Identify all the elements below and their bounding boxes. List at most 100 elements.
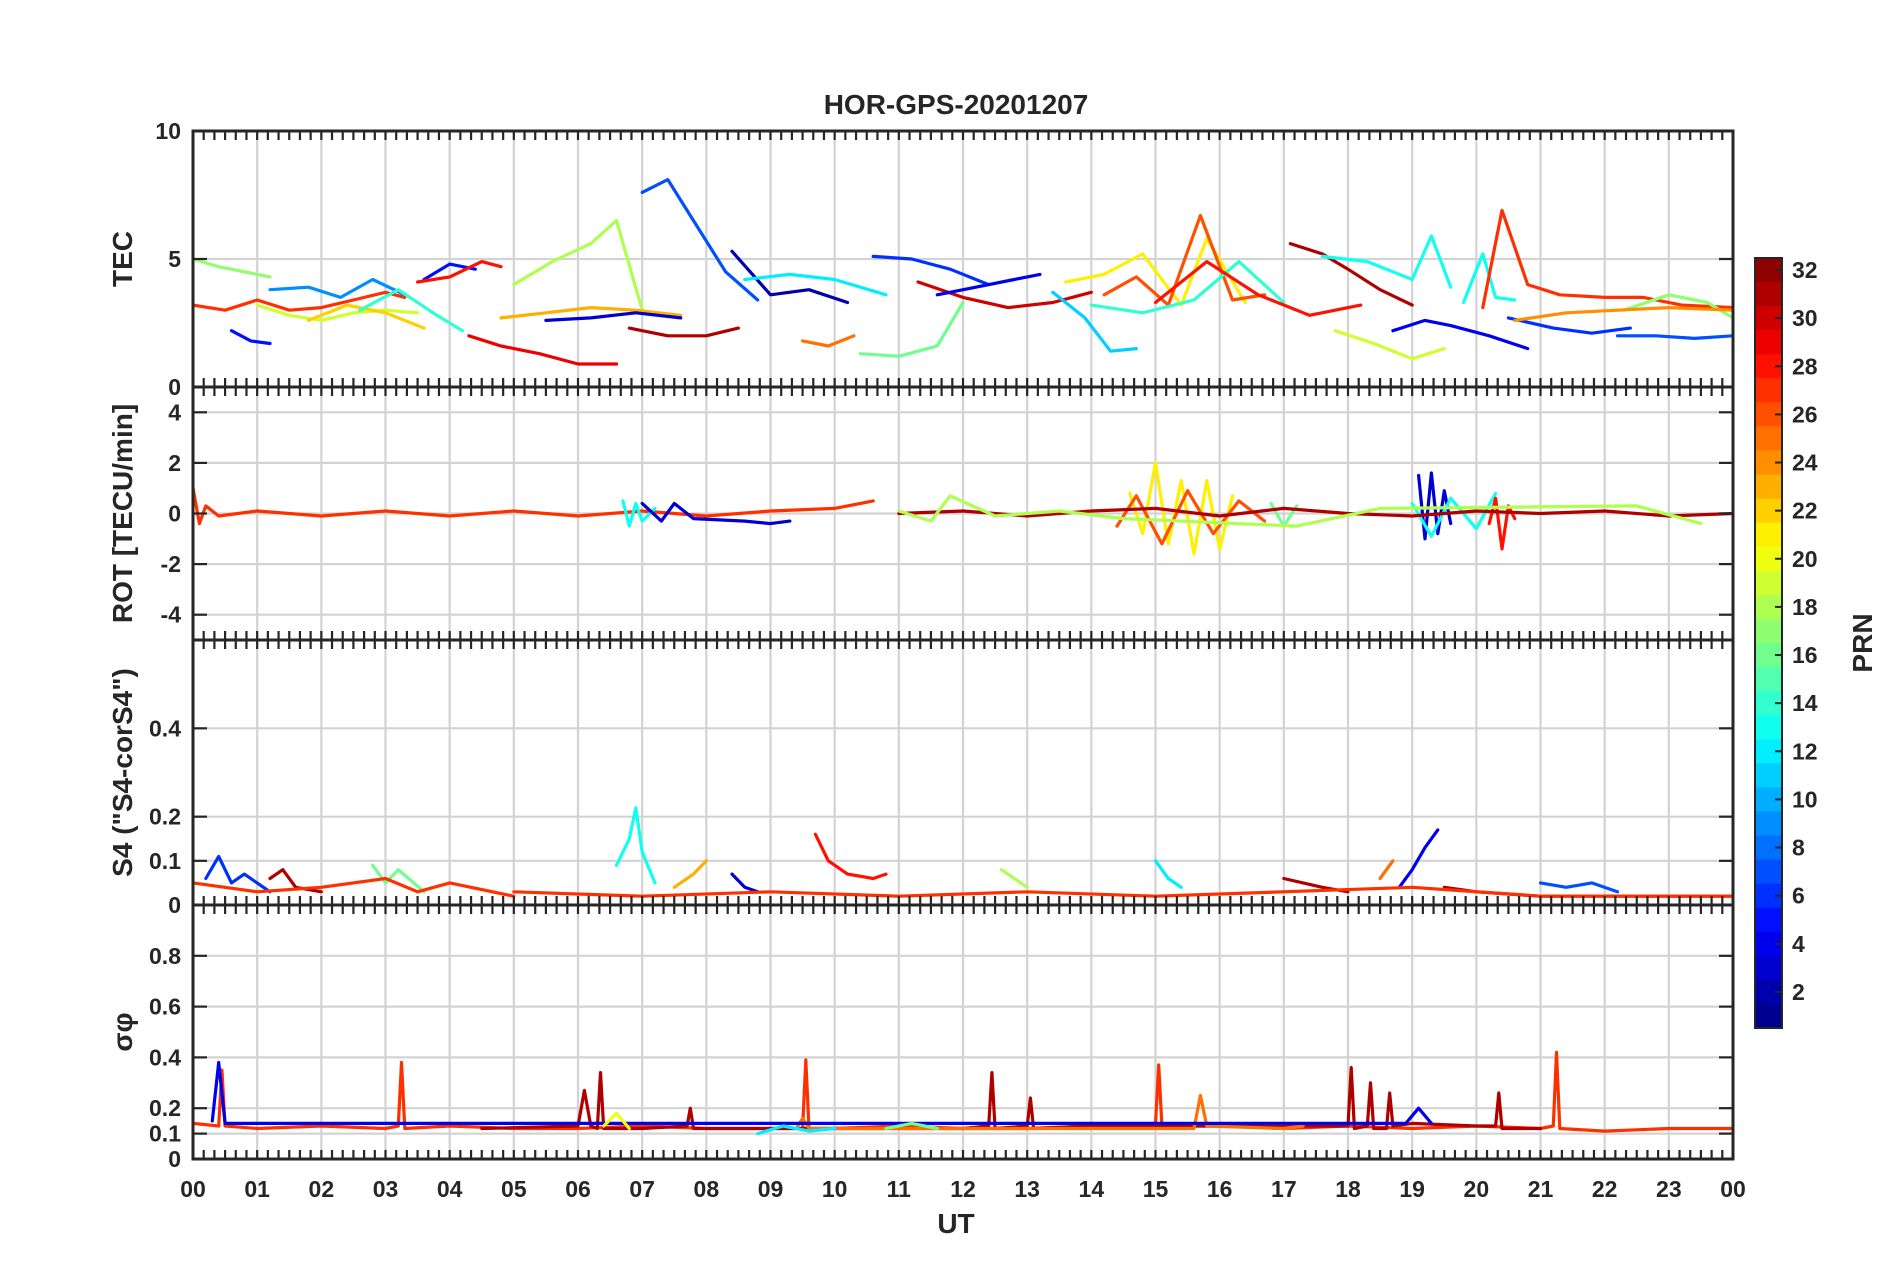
series-line-prn-3 (1417, 471, 1453, 541)
y-tick-label: 0.4 (149, 1044, 181, 1070)
series-line-prn-12 (756, 1124, 837, 1136)
x-tick-label: 12 (950, 1176, 976, 1202)
y-tick-label: 10 (155, 118, 181, 144)
y-tick-label: -2 (161, 551, 181, 577)
series-line-prn-16 (858, 300, 965, 358)
series-line-prn-12 (743, 272, 888, 297)
series-line-prn-26 (1102, 213, 1267, 307)
x-tick-label: 17 (1271, 1176, 1297, 1202)
series-group (193, 1050, 1733, 1136)
series-line-prn-7 (640, 178, 760, 302)
y-tick-label: 0.8 (149, 943, 181, 969)
y-axis-label: σφ (107, 1012, 138, 1051)
x-tick-label: 05 (501, 1176, 527, 1202)
colorbar-tick-label: 20 (1792, 546, 1818, 572)
colorbar-segment (1755, 282, 1782, 307)
colorbar-tick-label: 18 (1792, 594, 1818, 620)
chart-title: HOR-GPS-20201207 (824, 89, 1089, 120)
series-line-prn-13 (1320, 234, 1453, 289)
series-line-prn-31 (627, 326, 740, 338)
colorbar-tick-label: 28 (1792, 353, 1818, 379)
series-line-prn-13 (1410, 491, 1498, 538)
colorbar-tick-label: 8 (1792, 835, 1805, 861)
x-tick-label: 19 (1399, 1176, 1425, 1202)
series-line-prn-13 (614, 806, 657, 885)
y-axis-label: ROT [TECU/min] (107, 404, 138, 623)
x-tick-label: 07 (629, 1176, 655, 1202)
series-line-prn-28 (813, 832, 888, 881)
series-line-prn-3 (544, 311, 683, 322)
y-axis-label: S4 ("S4-corS4") (107, 668, 138, 877)
series-line-prn-7 (1538, 881, 1620, 894)
series-line-prn-9 (268, 277, 407, 299)
colorbar-segment (1755, 1003, 1782, 1029)
series-line-prn-14 (358, 288, 465, 333)
series-line-prn-6 (871, 254, 991, 287)
x-tick-label: 04 (437, 1176, 463, 1202)
x-tick-label: 20 (1464, 1176, 1490, 1202)
series-line-prn-27 (193, 486, 875, 526)
series-line-prn-25 (794, 1093, 1305, 1131)
series-line-prn-31 (480, 1066, 1543, 1131)
panel-S4: 0 0.1 0.2 0.4 S4 ("S4-corS4") (107, 638, 1735, 918)
x-tick-label: 10 (822, 1176, 848, 1202)
series-line-prn-4 (210, 1060, 1433, 1125)
x-tick-label: 02 (309, 1176, 335, 1202)
colorbar-tick-label: 4 (1792, 931, 1805, 957)
x-tick-label: 08 (694, 1176, 720, 1202)
colorbar-segment (1755, 907, 1782, 933)
series-line-prn-31 (897, 506, 1733, 518)
colorbar-tick-label: 6 (1792, 883, 1805, 909)
y-axis-label: TEC (107, 231, 138, 287)
y-tick-label: 0.2 (149, 804, 181, 830)
colorbar-segment (1755, 522, 1782, 548)
series-line-prn-7 (1615, 334, 1733, 340)
colorbar-tick-label: 2 (1792, 979, 1805, 1005)
series-group (193, 461, 1733, 556)
series-line-prn-4 (935, 272, 1042, 297)
colorbar-tick-label: 30 (1792, 305, 1818, 331)
x-tick-label: 18 (1335, 1176, 1361, 1202)
series-line-prn-11 (1051, 290, 1138, 353)
colorbar-segment (1755, 570, 1782, 596)
x-tick-label: 03 (373, 1176, 399, 1202)
y-tick-label: 0.1 (149, 1121, 181, 1147)
series-line-prn-23 (672, 859, 708, 889)
x-axis-label: UT (937, 1208, 974, 1239)
y-tick-label: 0.6 (149, 994, 181, 1020)
colorbar-segment (1755, 330, 1782, 355)
series-line-prn-19 (1333, 329, 1446, 361)
series-line-prn-25 (801, 334, 856, 348)
series-line-prn-18 (897, 494, 1703, 528)
x-tick-label: 14 (1079, 1176, 1105, 1202)
x-tick-label: 00 (1720, 1176, 1746, 1202)
y-tick-label: 0 (168, 374, 181, 400)
y-tick-label: 0 (168, 892, 181, 918)
y-tick-label: 0 (168, 1146, 181, 1172)
colorbar-tick-label: 14 (1792, 690, 1818, 716)
series-line-prn-28 (416, 260, 503, 284)
series-line-prn-5 (229, 329, 272, 346)
x-tick-label: 13 (1014, 1176, 1040, 1202)
series-line-prn-13 (621, 499, 657, 528)
colorbar-tick-label: 24 (1792, 450, 1818, 476)
colorbar-tick-label: 10 (1792, 786, 1818, 812)
series-line-prn-3 (640, 501, 792, 526)
y-tick-label: 0.1 (149, 848, 181, 874)
y-tick-label: 0.4 (149, 715, 181, 741)
colorbar-tick-label: 32 (1792, 257, 1818, 283)
panel-sigma-phi: 00.10.2 0.4 0.6 0.8 σφ 00 01 02 03 04 05 06 07 08 09 10… (107, 903, 1746, 1202)
series-line-prn-16 (371, 863, 426, 894)
series-line-prn-29 (467, 334, 619, 366)
series-line-prn-24 (1513, 306, 1733, 322)
series-line-prn-27 (193, 290, 407, 312)
series-line-prn-4 (1397, 828, 1440, 889)
x-tick-label: 15 (1143, 1176, 1169, 1202)
colorbar-segment (1755, 955, 1782, 981)
y-tick-label: 0 (168, 501, 181, 527)
series-line-prn-27 (1481, 208, 1733, 310)
x-tick-label: 09 (758, 1176, 784, 1202)
x-tick-label: 11 (887, 1176, 912, 1202)
y-tick-label: -4 (161, 602, 182, 628)
